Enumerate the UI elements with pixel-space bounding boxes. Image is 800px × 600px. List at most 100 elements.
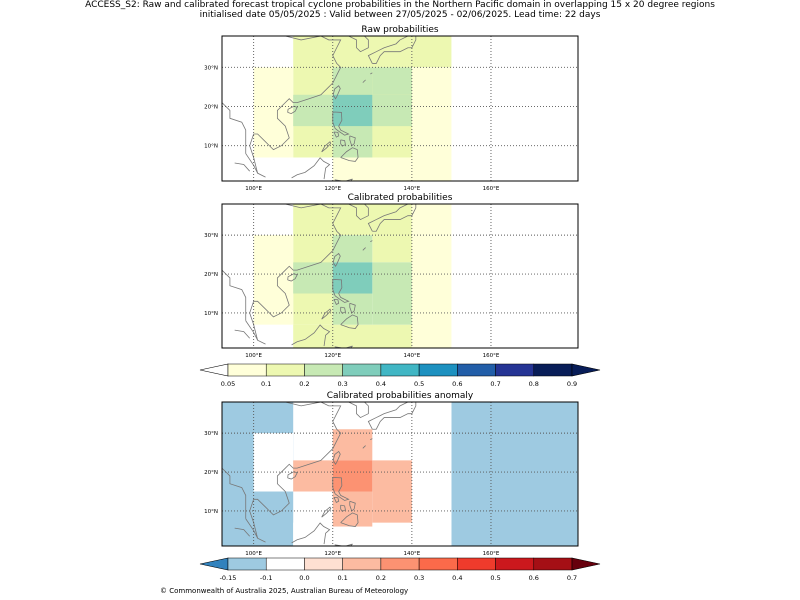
coastline (222, 467, 247, 519)
map-panel-3: Calibrated probabilities anomaly 100°E 120… (204, 391, 579, 557)
colorbar-under-arrow (199, 557, 229, 571)
probability-cell (293, 460, 333, 492)
copyright-notice: © Commonwealth of Australia 2025, Austra… (160, 587, 409, 595)
island-outline (287, 105, 298, 115)
x-tick-label: 100°E (245, 186, 262, 192)
island-outline (362, 79, 366, 83)
island-outline (340, 139, 346, 147)
colorbar-tick-label: -0.1 (260, 574, 273, 582)
colorbar-tick-label: 0.7 (490, 380, 500, 388)
probability-cell (332, 94, 373, 127)
colorbar-tick-label: 0.5 (414, 380, 424, 388)
colorbar-tick-label: 0.2 (299, 380, 309, 388)
colorbar-segment (227, 557, 267, 571)
probability-cell (293, 262, 333, 294)
colorbar-over-arrow (571, 557, 601, 571)
colorbar-tick-label: 0.6 (452, 380, 462, 388)
island-outline (349, 135, 356, 147)
anomaly-colorbar: -0.15 -0.1 0.0 0.1 0.2 0.3 0.4 0.5 0.6 0.7 (199, 557, 601, 582)
x-tick-label: 160°E (483, 186, 500, 192)
probability-cell (372, 235, 412, 263)
colorbar-segment (418, 363, 458, 377)
colorbar-segment (533, 557, 573, 571)
island-outline (333, 496, 340, 503)
x-tick-label: 140°E (403, 186, 420, 192)
coastline (372, 36, 417, 64)
colorbar-segment (495, 363, 535, 377)
island-outline (349, 500, 356, 512)
figure-title-line2: initialised date 05/05/2025 : Valid betw… (199, 10, 601, 20)
panel-border (221, 35, 579, 182)
colorbar-segment (533, 363, 573, 377)
colorbar-tick-label: 0.7 (567, 574, 577, 582)
probability-cell (309, 522, 333, 546)
x-tick-label: 120°E (324, 551, 341, 557)
island-outline (362, 247, 366, 251)
island-outline (332, 450, 341, 466)
island-outline (321, 506, 332, 518)
coastline (245, 320, 258, 341)
probability-cell (372, 94, 412, 127)
probability-colorbar: 0.05 0.1 0.2 0.3 0.4 0.5 0.6 0.7 0.8 0.9 (199, 363, 601, 388)
probability-cell (253, 235, 294, 325)
panel-border (221, 401, 579, 547)
island-outline (370, 438, 373, 441)
colorbar-segment (342, 557, 382, 571)
panel-title: Calibrated probabilities (348, 193, 453, 203)
island-outline (321, 308, 332, 320)
coastline (222, 269, 247, 321)
island-outline (291, 157, 331, 180)
coastline (348, 402, 369, 419)
probability-cell (332, 262, 373, 294)
island-outline (332, 111, 350, 136)
colorbar-tick-label: 0.8 (529, 380, 539, 388)
probability-cell (451, 402, 578, 546)
island-outline (291, 324, 331, 347)
colorbar-segment (380, 363, 420, 377)
colorbar-tick-label: 0.0 (299, 574, 309, 582)
panel-title: Calibrated probabilities anomaly (327, 391, 474, 401)
island-outline (291, 522, 331, 545)
coastline (372, 402, 417, 430)
map-panel-2: Calibrated probabilities 100°E 120°E 140°E 1… (204, 193, 579, 359)
x-tick-label: 100°E (245, 353, 262, 359)
panel-plot-area (222, 36, 578, 181)
island-outline (340, 314, 359, 329)
colorbar-segment (380, 557, 420, 571)
coastline (222, 102, 247, 154)
probability-cell (332, 157, 452, 181)
coastline (367, 204, 409, 232)
probability-cell (293, 324, 412, 348)
probability-cell (372, 67, 412, 95)
y-tick-label: 20°N (204, 470, 218, 476)
x-tick-label: 100°E (245, 551, 262, 557)
colorbar-tick-label: 0.1 (337, 574, 347, 582)
coastline (348, 36, 369, 53)
island-outline (287, 273, 298, 282)
figure-title-line1: ACCESS_S2: Raw and calibrated forecast t… (85, 0, 715, 10)
colorbar-segment (227, 363, 267, 377)
panel-plot-area (222, 204, 578, 348)
island-outline (333, 131, 340, 138)
island-outline (234, 162, 250, 172)
y-tick-label: 10°N (204, 144, 218, 150)
colorbar-segment (418, 557, 458, 571)
probability-cell (293, 94, 333, 127)
y-tick-label: 10°N (204, 509, 218, 515)
colorbar-segment (342, 363, 382, 377)
probability-cell (411, 36, 452, 68)
island-outline (332, 477, 350, 501)
coastline (249, 204, 342, 345)
island-outline (370, 72, 373, 75)
y-tick-label: 30°N (204, 233, 218, 239)
colorbar-tick-label: 0.6 (529, 574, 539, 582)
colorbar-segment (457, 557, 496, 571)
colorbar-tick-label: 0.2 (376, 574, 386, 582)
colorbar-tick-label: 0.1 (261, 380, 271, 388)
island-outline (340, 504, 346, 512)
x-tick-label: 120°E (324, 353, 341, 359)
probability-cell (411, 204, 452, 236)
probability-cell (411, 67, 452, 158)
island-outline (332, 279, 350, 303)
